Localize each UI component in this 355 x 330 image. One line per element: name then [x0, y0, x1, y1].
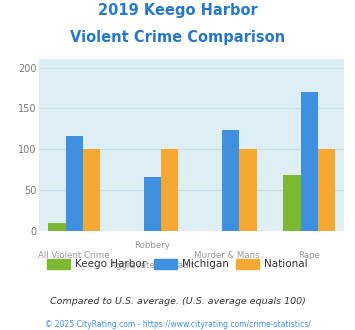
Text: Rape: Rape — [298, 251, 320, 260]
Bar — [48, 223, 66, 231]
Text: 2019 Keego Harbor: 2019 Keego Harbor — [98, 3, 257, 18]
Bar — [283, 175, 301, 231]
Text: Robbery: Robbery — [135, 241, 170, 250]
Bar — [144, 177, 161, 231]
Text: Murder & Mans...: Murder & Mans... — [194, 251, 268, 260]
Text: Compared to U.S. average. (U.S. average equals 100): Compared to U.S. average. (U.S. average … — [50, 297, 305, 306]
Bar — [318, 149, 335, 231]
Bar — [240, 149, 257, 231]
Text: All Violent Crime: All Violent Crime — [38, 251, 110, 260]
Legend: Keego Harbor, Michigan, National: Keego Harbor, Michigan, National — [43, 255, 312, 274]
Bar — [83, 149, 100, 231]
Text: © 2025 CityRating.com - https://www.cityrating.com/crime-statistics/: © 2025 CityRating.com - https://www.city… — [45, 320, 310, 329]
Text: Aggravated Assault: Aggravated Assault — [110, 261, 195, 270]
Bar — [161, 149, 179, 231]
Bar — [222, 130, 240, 231]
Bar — [66, 136, 83, 231]
Text: Violent Crime Comparison: Violent Crime Comparison — [70, 30, 285, 45]
Bar — [301, 92, 318, 231]
